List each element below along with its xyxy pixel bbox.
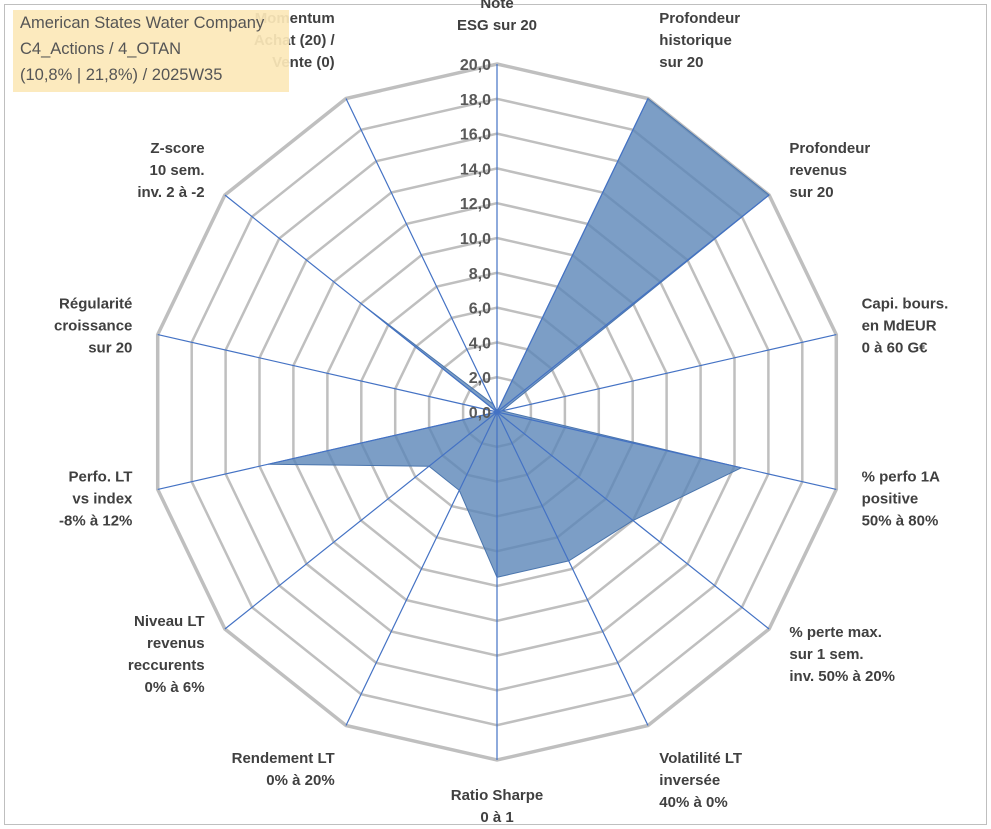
title-category: C4_Actions / 4_OTAN: [20, 40, 182, 58]
axis-label: Volatilité LT: [659, 750, 742, 767]
title-company: American States Water Company: [20, 14, 265, 32]
axis-spoke-13: [345, 98, 498, 413]
axis-label: Profondeur: [659, 10, 740, 27]
axis-spoke-10: [157, 411, 498, 490]
axis-spoke-9: [224, 411, 498, 630]
axis-label: Capi. bours.: [862, 296, 949, 313]
radial-tick-labels: 0,0 2,0 4,0 6,0 8,0 10,0 12,0 14,0 16,0 18,0 20,0: [460, 57, 491, 422]
axis-labels: Note ESG sur 20 Profondeur historique sur 20…: [54, 0, 948, 826]
axis-label: -8% à 12%: [59, 512, 132, 529]
axis-label: Ratio Sharpe: [451, 787, 544, 804]
axis-label: Note: [480, 0, 513, 12]
tick-label: 6,0: [469, 301, 491, 318]
axis-label: Perfo. LT: [69, 468, 133, 485]
tick-label: 2,0: [469, 370, 491, 387]
axis-label: sur 20: [659, 54, 703, 71]
axis-spoke-8: [345, 411, 498, 726]
axis-label: inversée: [659, 772, 720, 789]
axis-label: 0% à 20%: [266, 772, 334, 789]
axis-spokes: [157, 64, 837, 760]
axis-label: % perte max.: [789, 624, 882, 641]
tick-label: 8,0: [469, 266, 491, 283]
axis-label: 0% à 6%: [145, 679, 205, 696]
axis-label: 0 à 1: [480, 809, 513, 826]
axis-label: sur 1 sem.: [789, 646, 863, 663]
axis-label: ESG sur 20: [457, 17, 537, 34]
axis-label: 0 à 60 G€: [862, 340, 929, 357]
title-stats: (10,8% | 21,8%) / 2025W35: [20, 66, 223, 84]
tick-label: 18,0: [460, 92, 491, 109]
axis-label: en MdEUR: [862, 318, 937, 335]
tick-label: 4,0: [469, 335, 491, 352]
axis-spoke-3: [496, 334, 837, 413]
tick-label: 16,0: [460, 127, 491, 144]
axis-label: croissance: [54, 318, 132, 335]
tick-label: 10,0: [460, 231, 491, 248]
axis-label: sur 20: [88, 340, 132, 357]
axis-label: vs index: [72, 490, 133, 507]
axis-label: Régularité: [59, 296, 132, 313]
axis-label: positive: [862, 490, 919, 507]
tick-label: 12,0: [460, 196, 491, 213]
axis-label: inv. 2 à -2: [137, 184, 204, 201]
axis-label: inv. 50% à 20%: [789, 668, 895, 685]
axis-spoke-5: [496, 411, 770, 630]
title-box: [13, 10, 289, 92]
axis-spoke-6: [496, 411, 649, 726]
axis-label: reccurents: [128, 657, 205, 674]
axis-label: Rendement LT: [232, 750, 335, 767]
axis-label: historique: [659, 32, 732, 49]
axis-label: sur 20: [789, 184, 833, 201]
tick-label: 0,0: [469, 405, 491, 422]
axis-label: % perfo 1A: [862, 468, 941, 485]
axis-label: revenus: [789, 162, 847, 179]
tick-label: 14,0: [460, 161, 491, 178]
axis-spoke-4: [496, 411, 837, 490]
axis-label: Profondeur: [789, 140, 870, 157]
axis-spoke-12: [224, 194, 498, 413]
axis-label: 10 sem.: [150, 162, 205, 179]
axis-spoke-1: [496, 98, 649, 413]
axis-label: 50% à 80%: [862, 512, 939, 529]
axis-label: Niveau LT: [134, 613, 205, 630]
tick-label: 20,0: [460, 57, 491, 74]
axis-label: revenus: [147, 635, 205, 652]
axis-spoke-2: [496, 194, 770, 413]
axis-spoke-11: [157, 334, 498, 413]
axis-label: Z-score: [150, 140, 204, 157]
axis-label: 40% à 0%: [659, 794, 727, 811]
